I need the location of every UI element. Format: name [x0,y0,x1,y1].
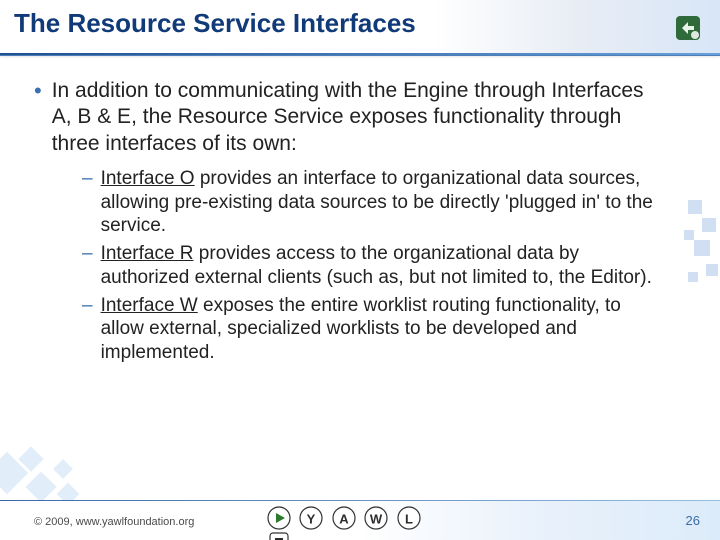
sub-item-label: Interface W [101,295,198,316]
logo-letter-w: W [364,506,388,530]
sub-item-label: Interface R [101,243,194,264]
sub-item-text: Interface R provides access to the organ… [101,242,660,290]
dash-icon: – [82,294,93,318]
sub-item: – Interface W exposes the entire worklis… [82,294,660,365]
logo-letter: Y [307,512,316,527]
title-underline [0,53,720,55]
main-bullet: • In addition to communicating with the … [34,78,660,157]
dash-icon: – [82,242,93,266]
stop-icon [267,530,291,540]
content-area: • In addition to communicating with the … [34,78,660,369]
footer: © 2009, www.yawlfoundation.org 26 Y A W … [0,500,720,540]
sub-item-label: Interface O [101,168,195,189]
logo-letter-a: A [332,506,356,530]
logo-letter: W [370,512,383,527]
sub-bullet-list: – Interface O provides an interface to o… [82,167,660,365]
main-bullet-text: In addition to communicating with the En… [52,78,660,157]
slide: The Resource Service Interfaces • In add… [0,0,720,540]
copyright-text: © 2009, www.yawlfoundation.org [34,516,194,528]
logo-letter: A [339,512,349,527]
slide-title: The Resource Service Interfaces [14,8,416,39]
sub-item-text: Interface W exposes the entire worklist … [101,294,660,365]
title-bar: The Resource Service Interfaces [0,0,720,56]
logo-letter: L [405,512,413,527]
decorative-squares [680,200,720,320]
bullet-icon: • [34,78,42,104]
sub-item: – Interface R provides access to the org… [82,242,660,290]
yawl-logo: Y A W L [265,506,455,534]
page-number: 26 [686,513,700,528]
dash-icon: – [82,167,93,191]
logo-letter-y: Y [299,506,323,530]
sub-item: – Interface O provides an interface to o… [82,167,660,238]
corner-icon [674,14,702,42]
play-icon [267,506,291,530]
logo-letter-l: L [397,506,421,530]
sub-item-text: Interface O provides an interface to org… [101,167,660,238]
